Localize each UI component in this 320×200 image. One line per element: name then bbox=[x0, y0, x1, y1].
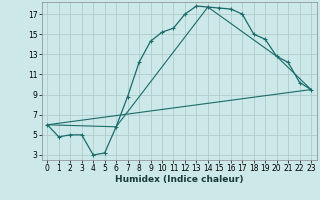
X-axis label: Humidex (Indice chaleur): Humidex (Indice chaleur) bbox=[115, 175, 244, 184]
